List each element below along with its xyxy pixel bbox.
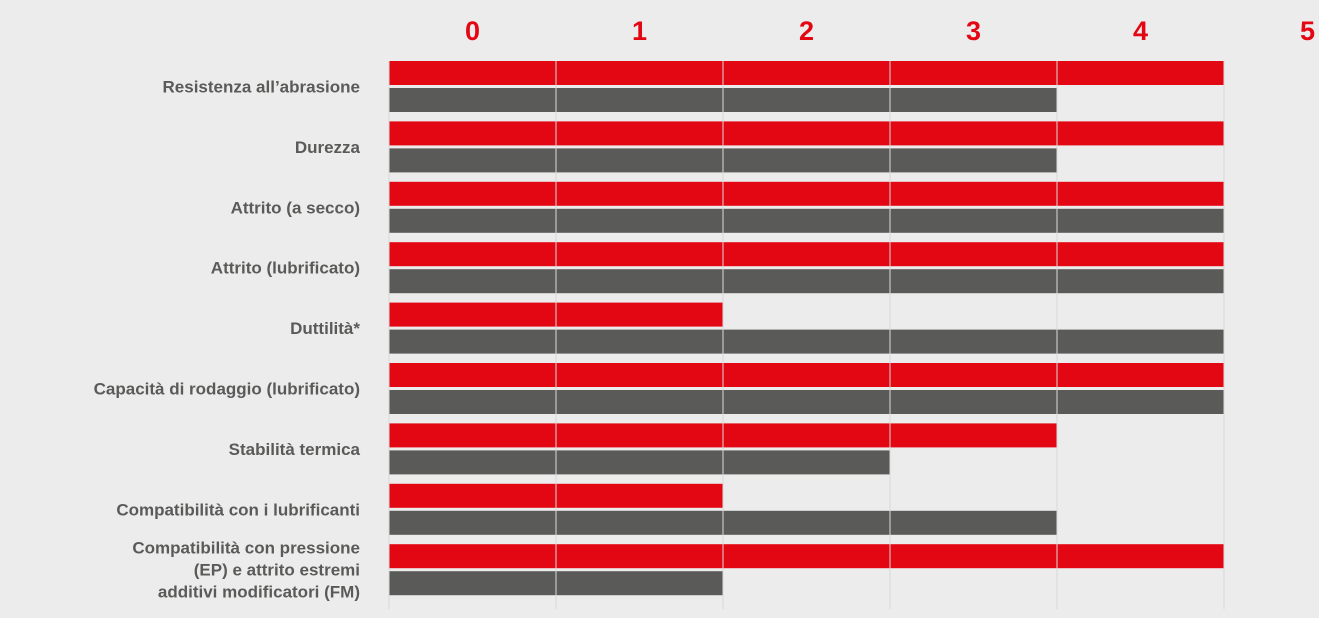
- x-tick-label: 1: [632, 16, 647, 46]
- category-label-line: (EP) e attrito estremi: [194, 561, 360, 580]
- category-label-line: Resistenza all’abrasione: [163, 78, 360, 97]
- x-tick-label: 3: [966, 16, 981, 46]
- category-label-line: Attrito (lubrificato): [211, 259, 360, 278]
- bar: [389, 61, 1224, 85]
- category-label: Compatibilità con i lubrificanti: [116, 500, 360, 519]
- category-label: Resistenza all’abrasione: [163, 78, 360, 97]
- category-label: Compatibilità con pressione (EP) e attrit…: [132, 539, 360, 602]
- category-label: Duttilità*: [290, 319, 360, 338]
- category-label: Capacità di rodaggio (lubrificato): [94, 380, 360, 399]
- bar: [389, 208, 1224, 233]
- x-tick-label: 5: [1300, 16, 1315, 46]
- category-label-line: Stabilità termica: [229, 440, 361, 459]
- bar: [389, 269, 1224, 294]
- category-label-line: Duttilità*: [290, 319, 360, 338]
- category-label: Attrito (lubrificato): [211, 259, 360, 278]
- bar: [389, 121, 1224, 146]
- category-label-line: Compatibilità con pressione: [132, 539, 360, 558]
- bar: [389, 390, 1224, 414]
- bar: [389, 544, 1224, 569]
- bar: [389, 242, 1224, 267]
- category-label: Durezza: [295, 138, 361, 157]
- bar: [389, 329, 1224, 354]
- bar: [389, 363, 1224, 387]
- category-label-line: additivi modificatori (FM): [158, 583, 360, 602]
- category-label-line: Attrito (a secco): [231, 198, 360, 217]
- x-tick-label: 2: [799, 16, 814, 46]
- category-label-line: Capacità di rodaggio (lubrificato): [94, 380, 360, 399]
- bar: [389, 181, 1224, 206]
- x-tick-label: 0: [465, 16, 480, 46]
- category-label-line: Durezza: [295, 138, 361, 157]
- bar: [389, 450, 890, 475]
- category-label: Stabilità termica: [229, 440, 361, 459]
- category-label-line: Compatibilità con i lubrificanti: [116, 500, 360, 519]
- category-label: Attrito (a secco): [231, 198, 360, 217]
- x-tick-label: 4: [1133, 16, 1148, 46]
